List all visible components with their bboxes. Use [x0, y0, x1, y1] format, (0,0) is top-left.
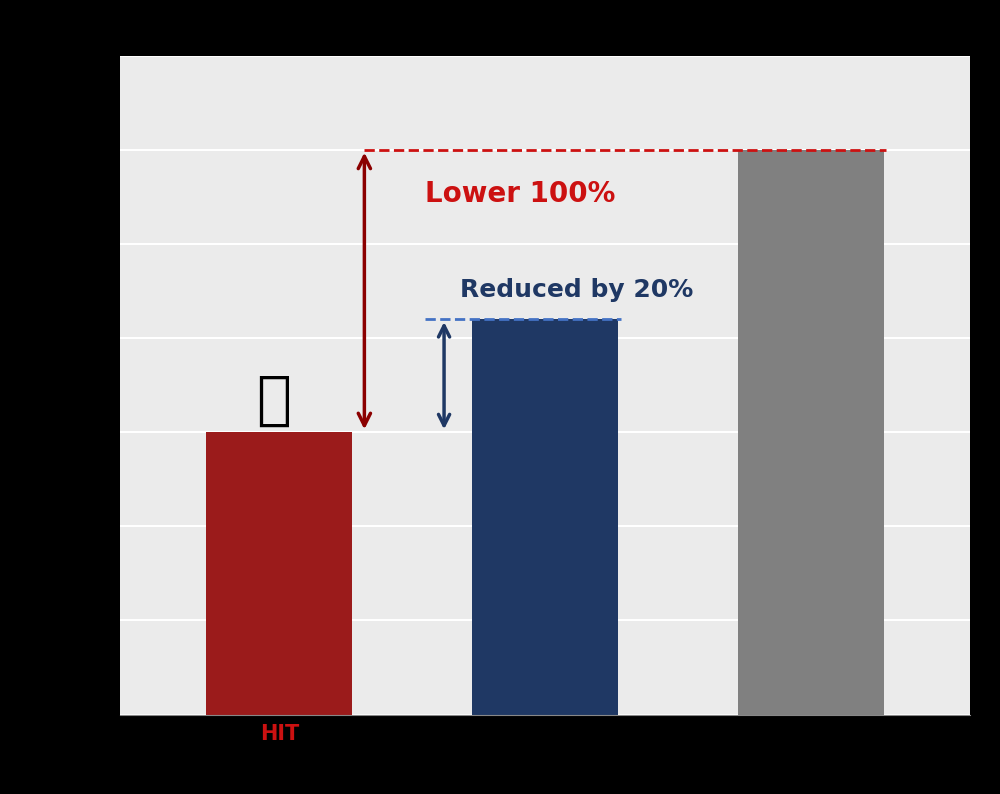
Title: Machining time Comparision: Machining time Comparision [327, 12, 763, 40]
Text: 👑: 👑 [257, 372, 292, 429]
Text: Lower 100%: Lower 100% [425, 180, 616, 209]
Bar [206, 432, 352, 715]
Bar [472, 319, 618, 715]
Y-axis label: Cycle time(hr.): Cycle time(hr.) [48, 308, 68, 462]
Bar [738, 150, 884, 715]
Text: Reduced by 20%: Reduced by 20% [460, 278, 693, 302]
